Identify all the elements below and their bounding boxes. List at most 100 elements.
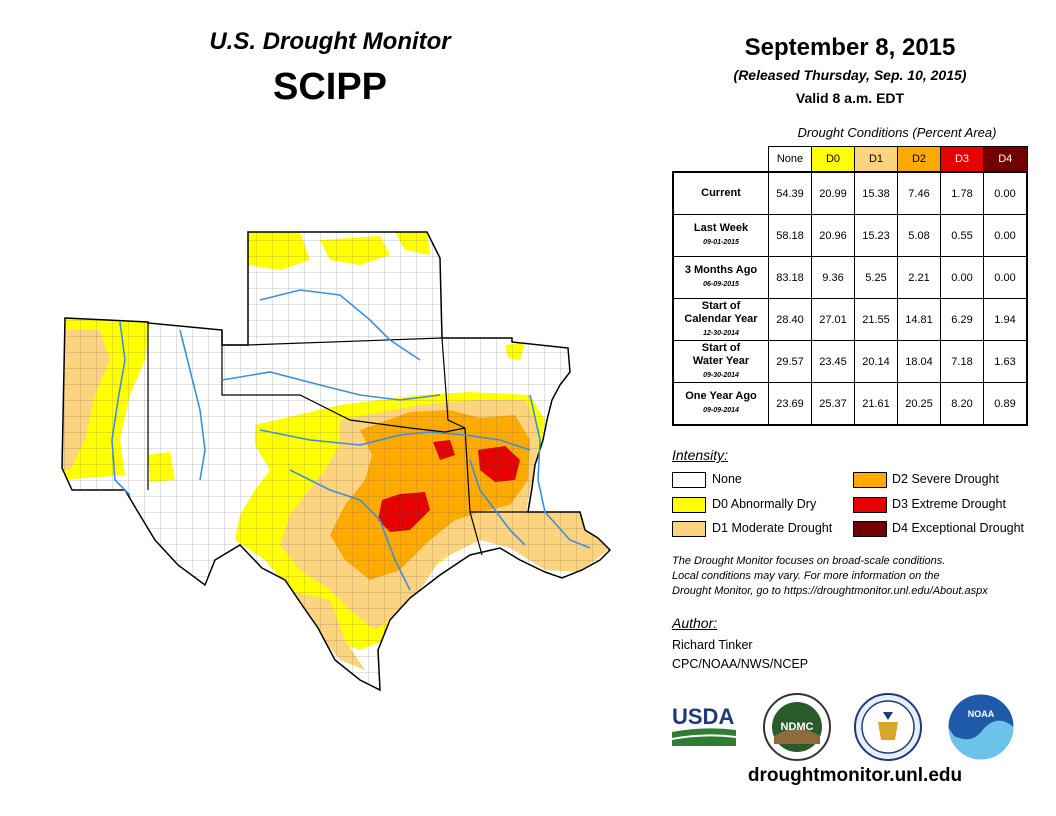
row-label-one-year: One Year Ago 09-09-2014 [672,382,769,426]
ok-panhandle-border [221,330,248,346]
legend-label-d2: D2 Severe Drought [892,472,1000,486]
col-header-d2: D2 [897,146,941,173]
usda-logo: USDA [672,704,736,746]
county-grid [62,232,610,690]
table-row: Last Week 09-01-2015 58.18 20.96 15.23 5.… [672,214,1028,257]
cell-d3: 8.20 [940,382,984,426]
cell-none: 28.40 [768,298,812,341]
cell-d3: 6.29 [940,298,984,341]
tx-la-border [469,511,483,556]
ok-tx-border [221,345,466,433]
row-date: 09-01-2015 [703,239,739,246]
cell-none: 58.18 [768,214,812,257]
cell-d4: 0.00 [983,256,1028,299]
author-name: Richard Tinker [672,638,753,652]
note-line: Local conditions may vary. For more info… [672,570,940,582]
legend-label-d3: D3 Extreme Drought [892,497,1006,511]
cell-d2: 2.21 [897,256,941,299]
legend-swatch-d4 [853,521,887,537]
author-org: CPC/NOAA/NWS/NCEP [672,657,809,671]
pecos-river [179,329,206,481]
cell-d1: 21.61 [854,382,898,426]
table-row: Start of Water Year 09-30-2014 29.57 23.45… [672,340,1028,383]
cell-d2: 7.46 [897,171,941,215]
table-row: Current 54.39 20.99 15.38 7.46 1.78 0.00 [672,171,1028,215]
disclaimer-note: The Drought Monitor focuses on broad-sca… [672,554,1052,599]
cell-d1: 20.14 [854,340,898,383]
usda-logo-text: USDA [672,704,734,729]
col-header-none: None [768,146,812,173]
cell-d0: 23.45 [811,340,855,383]
legend-swatch-d1 [672,521,706,537]
cell-d4: 1.63 [983,340,1028,383]
col-header-d0: D0 [811,146,855,173]
noaa-logo-text: NOAA [968,709,995,719]
row-label-text-2: Water Year [692,354,750,367]
cell-d1: 21.55 [854,298,898,341]
row-label-text: One Year Ago [685,390,757,402]
legend-title: Intensity: [672,447,729,463]
table-row: Start of Calendar Year 12-30-2014 28.40 27… [672,298,1028,341]
col-header-d1: D1 [854,146,898,173]
note-line: Drought Monitor, go to https://droughtmo… [672,585,988,597]
drought-conditions-table: None D0 D1 D2 D3 D4 Current 54.39 20.99 … [672,146,1028,426]
nws-logo [854,693,922,761]
row-label-current: Current [672,171,769,215]
cell-d0: 9.36 [811,256,855,299]
cell-d2: 18.04 [897,340,941,383]
row-label-text: Start of [701,341,741,354]
arkansas-river-ks [259,289,421,361]
cell-d4: 1.94 [983,298,1028,341]
note-line: The Drought Monitor focuses on broad-sca… [672,555,946,567]
row-label-text: Last Week [693,222,749,234]
col-header-d3: D3 [940,146,984,173]
noaa-logo: NOAA [947,693,1015,761]
row-label-text-2: Calendar Year [684,312,758,325]
row-label-text: 3 Months Ago [684,264,758,276]
map-date: September 8, 2015 [744,34,956,61]
legend-swatch-d0 [672,497,706,513]
release-date: (Released Thursday, Sep. 10, 2015) [733,67,967,83]
legend-label-none: None [712,472,742,486]
region-outline [61,231,612,692]
ks-ok-border [247,337,443,346]
row-label-3-months: 3 Months Ago 06-09-2015 [672,256,769,299]
brazos-river [289,469,411,591]
row-date: 09-09-2014 [703,407,739,414]
legend-swatch-d2 [853,472,887,488]
cell-none: 54.39 [768,171,812,215]
legend-swatch-none [672,472,706,488]
legend-label-d4: D4 Exceptional Drought [892,521,1025,535]
cell-d1: 5.25 [854,256,898,299]
mississippi-river [529,394,591,549]
cell-d3: 0.00 [940,256,984,299]
cell-none: 83.18 [768,256,812,299]
legend-swatch-d3 [853,497,887,513]
cell-d2: 14.81 [897,298,941,341]
row-label-last-week: Last Week 09-01-2015 [672,214,769,257]
cell-d4: 0.00 [983,171,1028,215]
row-date: 06-09-2015 [703,281,739,288]
cell-d4: 0.00 [983,214,1028,257]
cell-none: 29.57 [768,340,812,383]
row-label-calendar-year: Start of Calendar Year 12-30-2014 [672,298,769,341]
website-url[interactable]: droughtmonitor.unl.edu [747,765,963,786]
cell-d2: 20.25 [897,382,941,426]
rivers [111,289,591,591]
cell-d3: 1.78 [940,171,984,215]
table-header-row: None D0 D1 D2 D3 D4 [673,146,1028,173]
col-header-d4: D4 [983,146,1028,173]
ndmc-logo-text: NDMC [781,721,814,733]
legend-label-d1: D1 Moderate Drought [712,521,833,535]
cell-d0: 20.99 [811,171,855,215]
ok-ar-border [441,337,466,429]
legend-label-d0: D0 Abnormally Dry [712,497,817,511]
cell-d0: 25.37 [811,382,855,426]
canadian-river [221,371,441,401]
cell-d1: 15.38 [854,171,898,215]
map-title: U.S. Drought Monitor [209,28,451,55]
row-label-text: Start of [701,299,741,312]
region-title: SCIPP [272,66,388,108]
cell-none: 23.69 [768,382,812,426]
drought-map [61,231,612,692]
